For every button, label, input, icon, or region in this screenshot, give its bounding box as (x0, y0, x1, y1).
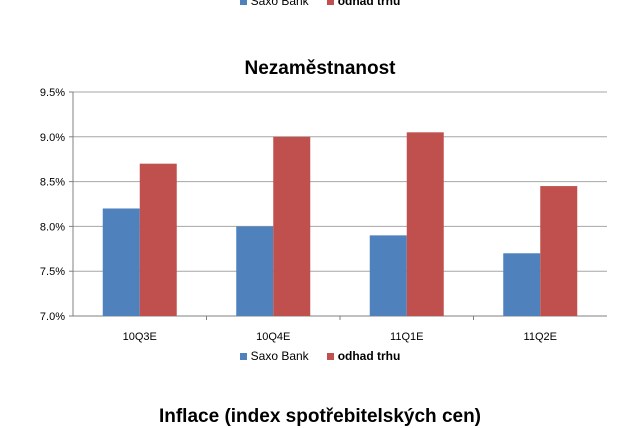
legend-top: Saxo Bank odhad trhu (0, 0, 640, 8)
x-tick-label: 10Q3E (123, 331, 157, 343)
bar-trh (540, 186, 578, 316)
x-tick-label: 11Q1E (390, 331, 423, 343)
legend-bottom: Saxo Bank odhad trhu (0, 349, 640, 363)
bar-saxo (369, 235, 407, 316)
y-tick-label: 9.5% (40, 87, 65, 99)
legend-swatch-trh (326, 0, 334, 5)
legend-swatch-saxo (239, 0, 247, 5)
x-tick-label: 11Q2E (524, 331, 557, 343)
bar-trh (406, 132, 444, 316)
legend-item-trh: odhad trhu (326, 0, 401, 8)
bar-saxo (102, 208, 140, 316)
legend-item-saxo: Saxo Bank (239, 0, 309, 8)
legend-label-saxo-bottom: Saxo Bank (250, 349, 309, 363)
legend-label-trh: odhad trhu (337, 0, 401, 8)
legend-swatch-saxo-bottom (239, 352, 247, 360)
y-tick-label: 7.0% (40, 311, 65, 323)
bar-trh (139, 163, 177, 316)
y-tick-label: 9.0% (40, 132, 65, 144)
legend-label-trh-bottom: odhad trhu (337, 349, 401, 363)
chart-title: Nezaměstnanost (244, 58, 396, 79)
y-tick-label: 7.5% (40, 266, 65, 278)
legend-item-trh-bottom: odhad trhu (326, 349, 401, 363)
bar-trh (273, 136, 311, 316)
bar-saxo (236, 226, 274, 316)
legend-item-saxo-bottom: Saxo Bank (239, 349, 309, 363)
y-tick-label: 8.0% (40, 221, 65, 233)
legend-label-saxo: Saxo Bank (250, 0, 309, 8)
x-tick-label: 10Q4E (256, 331, 290, 343)
bar-saxo (503, 253, 541, 316)
legend-swatch-trh-bottom (326, 352, 334, 360)
y-tick-label: 8.5% (40, 177, 65, 189)
next-chart-title: Inflace (index spotřebitelských cen) (158, 406, 482, 427)
